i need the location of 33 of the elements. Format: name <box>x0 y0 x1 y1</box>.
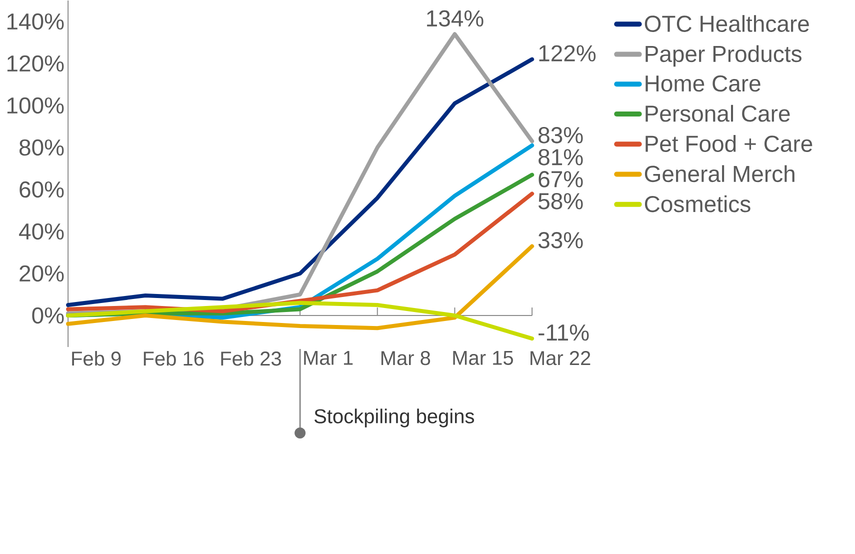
legend-label: Pet Food + Care <box>646 135 812 152</box>
data-label: 122% <box>539 45 596 62</box>
y-tick-label: 60% <box>20 181 64 198</box>
data-label: 81% <box>538 149 583 166</box>
legend-label: Home Care <box>646 75 760 92</box>
y-tick-label: 100% <box>7 97 64 114</box>
data-label: 67% <box>538 171 583 188</box>
x-tick-label: Feb 16 <box>144 351 204 366</box>
data-label: 58% <box>538 193 583 210</box>
text: Stockpiling begins <box>314 408 474 428</box>
y-tick-label: 40% <box>19 223 64 240</box>
x-tick-label: Feb 23 <box>221 351 281 366</box>
line-series <box>66 244 534 330</box>
y-tick-label: 80% <box>20 139 64 156</box>
legend-label: OTC Healthcare <box>644 15 809 32</box>
legend-label: Personal Care <box>646 104 790 122</box>
x-tick-label: Mar 15 <box>453 351 513 366</box>
x-tick-label: Mar 22 <box>530 351 590 366</box>
y-tick-label: 20% <box>20 265 64 282</box>
x-tick-label: Feb 9 <box>72 351 121 366</box>
legend-label: General Merch <box>644 165 794 182</box>
data-label: 134% <box>427 10 484 27</box>
x-tick-label: Mar 1 <box>304 351 353 366</box>
line-series <box>66 300 534 341</box>
data-label: 33% <box>538 232 583 248</box>
x-tick-label: Mar 8 <box>381 351 430 366</box>
legend-label: Paper Products <box>646 45 802 67</box>
y-tick-label: 140% <box>7 13 64 30</box>
data-label: -11% <box>538 324 589 341</box>
y-tick-label: 0% <box>32 307 64 324</box>
data-label: 83% <box>538 127 583 144</box>
legend-label: Cosmetics <box>644 195 750 212</box>
y-tick-label: 120% <box>7 55 64 72</box>
